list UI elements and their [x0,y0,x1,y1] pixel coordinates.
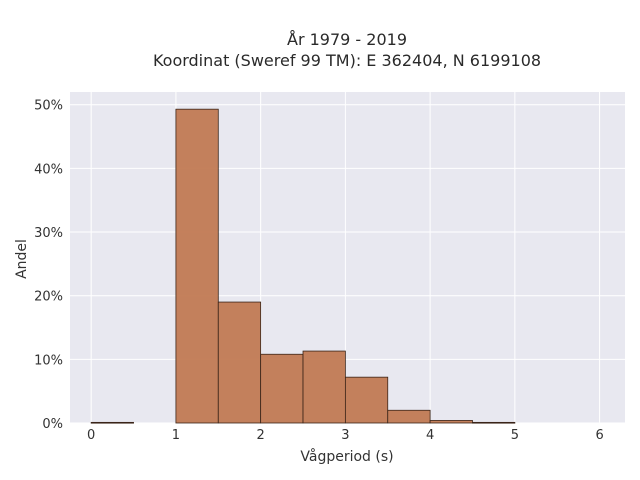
histogram-bar [217,301,262,424]
chart-title: År 1979 - 2019 [287,30,407,49]
y-tick-label: 0% [42,417,63,432]
histogram-bar [260,353,304,424]
histogram-bar [429,420,473,424]
x-tick-label: 2 [257,428,265,443]
y-tick-label: 30% [34,226,63,241]
x-tick-label: 6 [595,428,603,443]
histogram-bar [344,376,389,424]
histogram-bar [302,350,346,424]
x-tick-label: 0 [87,428,95,443]
tick-labels: 0 1 2 3 4 5 6 0% 10% 20% 30% 40% 50% [34,99,604,443]
y-axis-title: Andel [14,239,30,279]
y-tick-label: 10% [34,353,63,368]
x-tick-label: 4 [426,428,434,443]
x-tick-label: 1 [172,428,180,443]
plot-area [70,92,625,423]
histogram-bar [387,409,431,424]
histogram-bar [472,421,516,424]
grid-lines [70,92,625,424]
x-axis-title: Vågperiod (s) [300,448,393,465]
y-tick-label: 50% [34,99,63,114]
x-tick-label: 3 [341,428,349,443]
histogram-bar [90,421,134,424]
x-tick-label: 5 [511,428,519,443]
histogram-bar [175,108,219,424]
y-tick-label: 20% [34,290,63,305]
bars [90,108,516,424]
chart-subtitle: Koordinat (Sweref 99 TM): E 362404, N 61… [153,51,541,70]
y-tick-label: 40% [34,162,63,177]
